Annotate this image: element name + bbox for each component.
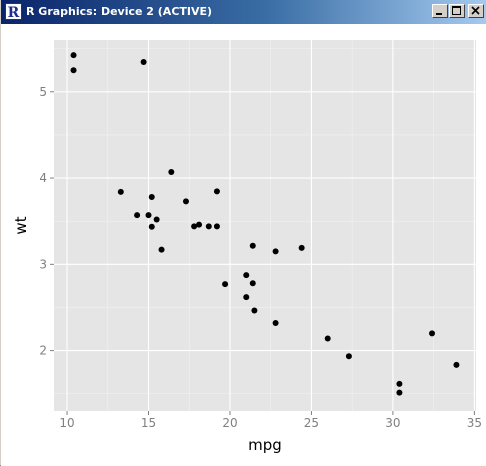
x-tick-label: 25 [304, 416, 319, 430]
close-icon [471, 6, 480, 15]
data-point [213, 188, 220, 195]
x-tick-label: 20 [222, 416, 237, 430]
y-axis-label: wt [12, 216, 30, 234]
y-tick-label: 3 [39, 257, 47, 271]
x-tick-label: 35 [467, 416, 482, 430]
x-axis-ticks: 10 15 20 25 30 35 [59, 411, 482, 430]
x-axis-label: mpg [248, 436, 282, 454]
x-tick-label: 15 [141, 416, 156, 430]
data-point [222, 281, 229, 288]
data-point [249, 280, 256, 287]
y-axis-ticks: 2 3 4 5 [39, 85, 54, 358]
x-tick-label: 30 [385, 416, 400, 430]
data-point [196, 221, 203, 228]
data-point [134, 212, 141, 219]
data-point [182, 198, 189, 205]
data-point [324, 335, 331, 342]
data-point [70, 67, 77, 74]
maximize-icon [452, 6, 461, 15]
plot-panel [54, 40, 476, 411]
data-point [429, 330, 436, 337]
data-point [272, 248, 279, 255]
data-point [298, 244, 305, 251]
grid-minor [54, 40, 476, 411]
data-point [153, 216, 160, 223]
y-tick-label: 2 [39, 344, 47, 358]
data-point [213, 223, 220, 230]
x-tick-label: 10 [59, 416, 74, 430]
data-point [148, 223, 155, 230]
maximize-button[interactable] [449, 4, 465, 18]
minimize-button[interactable] [432, 4, 448, 18]
minimize-icon [436, 13, 442, 15]
data-point [249, 242, 256, 249]
y-tick-label: 4 [39, 171, 47, 185]
data-points [70, 52, 460, 396]
data-point [272, 319, 279, 326]
data-point [345, 353, 352, 360]
data-point [70, 52, 77, 59]
data-point [205, 223, 212, 230]
grid-major [54, 40, 476, 411]
data-point [191, 223, 198, 230]
close-button[interactable] [468, 4, 484, 18]
data-point [396, 380, 403, 387]
data-point [168, 169, 175, 176]
data-point [243, 272, 250, 279]
data-point [251, 307, 258, 314]
data-point [145, 212, 152, 219]
data-point [396, 389, 403, 396]
svg-text:R: R [8, 5, 20, 20]
r-logo-icon: R [5, 3, 22, 20]
scatter-plot: 10 15 20 25 30 35 2 3 4 5 mpg wt [12, 40, 482, 454]
data-point [158, 246, 165, 253]
data-point [148, 194, 155, 201]
window-title: R Graphics: Device 2 (ACTIVE) [26, 5, 213, 18]
plot-area: 10 15 20 25 30 35 2 3 4 5 mpg wt [1, 24, 486, 466]
data-point [140, 59, 147, 66]
data-point [243, 294, 250, 301]
y-tick-label: 5 [39, 85, 47, 99]
data-point [117, 188, 124, 195]
data-point [453, 361, 460, 368]
title-bar[interactable]: R R Graphics: Device 2 (ACTIVE) [1, 0, 486, 24]
